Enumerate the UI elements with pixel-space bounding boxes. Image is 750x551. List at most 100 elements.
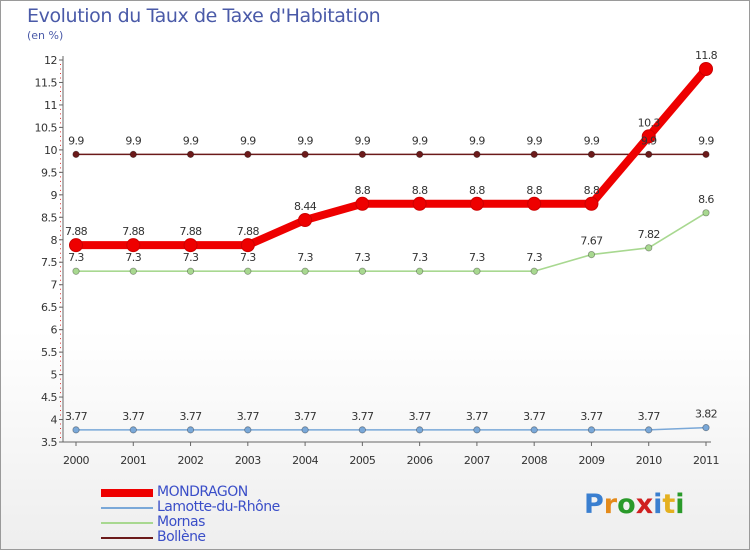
- y-tick-label: 7: [51, 279, 58, 292]
- legend-swatch: [101, 507, 153, 509]
- logo-letter: P: [584, 489, 604, 520]
- data-point-bollene: [645, 150, 653, 158]
- data-point-mornas: [186, 267, 195, 275]
- data-label-mondragon: 8.8: [412, 184, 428, 197]
- data-label-lamotte-du-rhone: 3.77: [580, 410, 603, 423]
- y-tick-label: 7.5: [41, 256, 57, 269]
- data-point-mondragon: [69, 238, 83, 253]
- data-point-mondragon: [641, 129, 656, 144]
- logo-letter: i: [675, 489, 685, 520]
- legend-label: Lamotte-du-Rhône: [157, 499, 280, 515]
- data-point-mondragon: [355, 196, 370, 211]
- logo-letter: x: [635, 489, 654, 520]
- data-point-bollene: [186, 150, 195, 158]
- data-point-bollene: [530, 150, 538, 158]
- x-tick-label: 2010: [636, 454, 662, 467]
- y-axis-unit-label: (en %): [27, 29, 64, 42]
- data-label-mondragon: 8.8: [526, 184, 542, 197]
- y-tick-label: 5.5: [41, 346, 57, 359]
- x-tick-label: 2011: [693, 454, 719, 467]
- chart-title: Evolution du Taux de Taxe d'Habitation: [27, 5, 381, 27]
- data-point-bollene: [358, 150, 366, 158]
- data-label-mornas: 7.3: [526, 251, 542, 264]
- data-label-mornas: 7.3: [68, 251, 84, 264]
- data-label-bollene: 9.9: [641, 134, 657, 147]
- data-label-mornas: 7.3: [125, 251, 141, 264]
- data-label-mondragon: 8.8: [355, 184, 371, 197]
- y-tick-label: 4: [51, 414, 58, 427]
- data-point-mornas: [129, 267, 137, 275]
- data-point-mornas: [473, 267, 481, 275]
- y-tick-label: 9.5: [41, 166, 57, 179]
- y-tick-label: 5: [51, 369, 58, 382]
- y-tick-label: 12: [44, 54, 57, 67]
- y-tick-label: 11.5: [35, 76, 58, 89]
- x-tick-label: 2001: [120, 454, 146, 467]
- data-point-lamotte-du-rhone: [358, 426, 366, 434]
- data-point-mornas: [358, 267, 366, 275]
- y-tick-label: 9: [51, 189, 58, 202]
- legend-label: Mornas: [157, 514, 205, 530]
- y-tick-label: 10: [44, 144, 57, 157]
- x-tick-label: 2008: [521, 454, 547, 467]
- data-label-mornas: 7.82: [638, 228, 660, 241]
- x-tick-label: 2003: [235, 454, 261, 467]
- data-point-lamotte-du-rhone: [129, 426, 137, 434]
- data-point-bollene: [129, 150, 137, 158]
- x-tick-label: 2004: [292, 454, 318, 467]
- data-label-bollene: 9.9: [698, 134, 714, 147]
- data-label-lamotte-du-rhone: 3.77: [351, 410, 374, 423]
- data-label-lamotte-du-rhone: 3.77: [237, 410, 260, 423]
- y-tick-label: 8.5: [41, 211, 57, 224]
- data-label-mornas: 7.3: [297, 251, 313, 264]
- data-point-mornas: [72, 267, 80, 275]
- data-point-lamotte-du-rhone: [587, 426, 596, 434]
- y-tick-label: 3.5: [41, 436, 57, 449]
- data-point-bollene: [416, 150, 424, 158]
- data-point-bollene: [587, 150, 596, 158]
- data-label-mornas: 8.6: [698, 193, 714, 206]
- y-tick-label: 11: [44, 99, 57, 112]
- series-line-mornas: [75, 212, 707, 273]
- data-label-lamotte-du-rhone: 3.77: [65, 410, 88, 423]
- data-label-mornas: 7.3: [412, 251, 428, 264]
- data-point-mondragon: [469, 196, 484, 211]
- x-tick-label: 2000: [63, 454, 89, 467]
- y-tick-label: 6: [51, 324, 58, 337]
- data-point-mondragon: [183, 238, 198, 253]
- logo-letter: t: [662, 489, 676, 520]
- data-label-mornas: 7.3: [183, 251, 199, 264]
- data-label-lamotte-du-rhone: 3.82: [695, 408, 717, 421]
- y-tick-label: 8: [51, 234, 58, 247]
- data-point-mondragon: [240, 238, 255, 253]
- data-label-lamotte-du-rhone: 3.77: [409, 410, 432, 423]
- y-tick-label: 4.5: [41, 391, 57, 404]
- legend-swatch: [101, 537, 153, 539]
- data-label-bollene: 9.9: [68, 134, 84, 147]
- data-label-mornas: 7.3: [469, 251, 485, 264]
- data-label-lamotte-du-rhone: 3.77: [638, 410, 661, 423]
- data-label-lamotte-du-rhone: 3.77: [466, 410, 489, 423]
- data-label-mornas: 7.67: [580, 235, 603, 248]
- data-label-bollene: 9.9: [469, 134, 485, 147]
- y-tick-label: 10.5: [35, 121, 58, 134]
- data-label-mondragon: 11.8: [695, 49, 718, 62]
- x-tick-label: 2006: [407, 454, 433, 467]
- data-point-lamotte-du-rhone: [301, 426, 309, 434]
- data-point-lamotte-du-rhone: [244, 426, 252, 434]
- data-label-lamotte-du-rhone: 3.77: [179, 410, 202, 423]
- data-label-mondragon: 8.8: [584, 184, 600, 197]
- data-label-mornas: 7.3: [240, 251, 256, 264]
- data-label-bollene: 9.9: [355, 134, 371, 147]
- legend-swatch: [101, 522, 153, 524]
- data-point-mornas: [702, 209, 710, 217]
- logo-letter: o: [617, 489, 636, 520]
- data-label-mondragon: 7.88: [122, 225, 145, 238]
- data-point-mondragon: [412, 196, 427, 211]
- data-label-bollene: 9.9: [412, 134, 428, 147]
- data-point-lamotte-du-rhone: [186, 426, 195, 434]
- data-label-lamotte-du-rhone: 3.77: [122, 410, 145, 423]
- data-label-bollene: 9.9: [125, 134, 141, 147]
- data-point-mondragon: [584, 196, 599, 211]
- data-point-lamotte-du-rhone: [702, 424, 710, 432]
